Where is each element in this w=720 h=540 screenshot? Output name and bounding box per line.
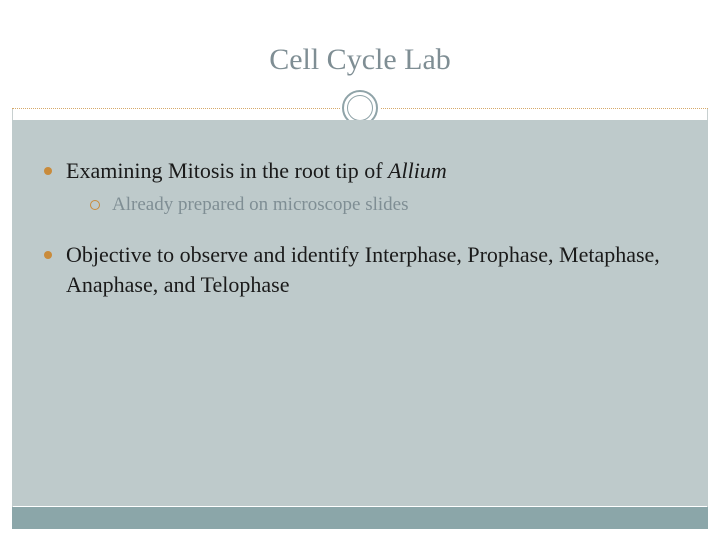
bottom-accent-bar: [12, 507, 708, 529]
sub-bullet-text: Already prepared on microscope slides: [112, 194, 409, 215]
slide: Cell Cycle Lab Examining Mitosis in the …: [0, 0, 720, 540]
bullet-text-italic: Allium: [388, 158, 447, 183]
bullet-list: Examining Mitosis in the root tip of All…: [38, 156, 682, 300]
bullet-text: Examining Mitosis in the root tip of: [66, 158, 388, 183]
slide-title: Cell Cycle Lab: [269, 43, 451, 77]
list-item: Examining Mitosis in the root tip of All…: [38, 156, 682, 218]
list-item: Objective to observe and identify Interp…: [38, 240, 682, 299]
bullet-text: Objective to observe and identify Interp…: [66, 242, 660, 297]
circle-inner: [347, 95, 373, 121]
list-item: Already prepared on microscope slides: [88, 192, 682, 219]
sub-bullet-list: Already prepared on microscope slides: [88, 192, 682, 219]
body-region: Examining Mitosis in the root tip of All…: [12, 120, 708, 506]
